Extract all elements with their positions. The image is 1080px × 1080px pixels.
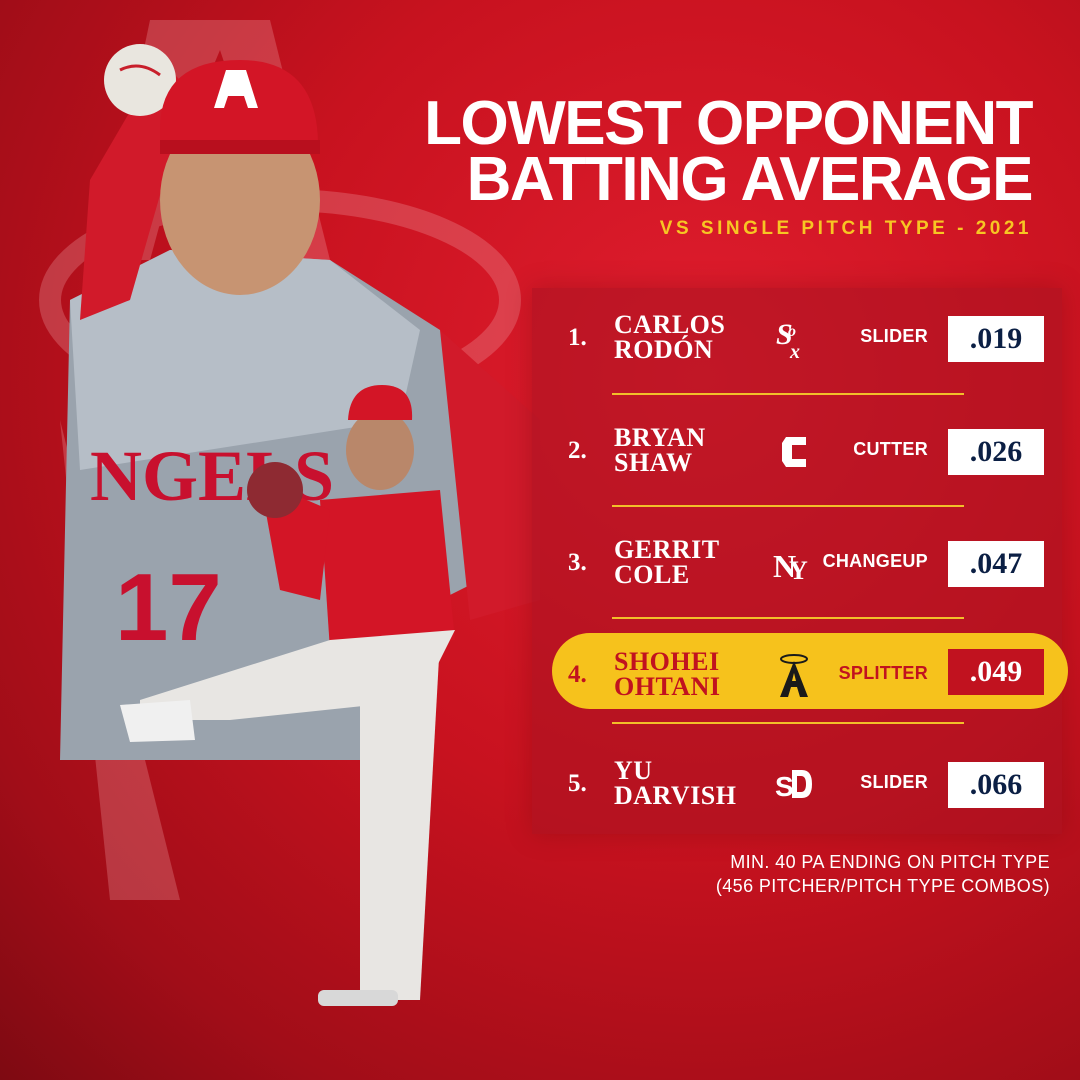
pitch-type: SLIDER [860,772,928,792]
jersey-number: 17 [115,554,222,661]
leaderboard-row-highlighted: 4. SHOHEI OHTANI SPLITTER .049 [532,633,1068,713]
svg-text:Y: Y [789,556,808,585]
rank-number: 5. [568,770,587,797]
svg-text:o: o [788,323,796,340]
player-first-name: CARLOS [614,310,726,339]
leaderboard-row: 2. BRYAN SHAW CUTTER .026 [532,409,1062,489]
headline-subtitle: VS SINGLE PITCH TYPE - 2021 [659,218,1032,239]
rank-number: 3. [568,549,587,576]
svg-text:S: S [776,318,793,351]
rank-number: 4. [568,661,587,688]
footnote-line-2: (456 PITCHER/PITCH TYPE COMBOS) [715,876,1050,896]
player-first-name: SHOHEI [614,647,720,676]
player-last-name: COLE [614,560,690,589]
batting-average-value: .049 [948,649,1044,695]
pitch-type: SLIDER [860,326,928,346]
player-first-name: GERRIT [614,535,720,564]
batting-average-value: .019 [948,316,1044,362]
padres-logo-icon: S [772,760,816,808]
batting-average-value: .066 [948,762,1044,808]
row-divider [612,393,964,395]
headline-line-2: BATTING AVERAGE [466,145,1034,214]
headline-line-1: LOWEST OPPONENT [424,89,1033,158]
player-name: SHOHEI OHTANI [614,647,721,701]
player-name: CARLOS RODÓN [614,310,726,364]
player-first-name: YU [614,756,653,785]
batting-average-value: .026 [948,429,1044,475]
small-pitcher-figure [120,385,455,1006]
player-last-name: SHAW [614,448,693,477]
svg-text:N: N [773,548,796,584]
pitch-type: CHANGEUP [822,551,928,571]
row-divider [612,505,964,507]
pitch-type: CUTTER [853,439,928,459]
player-artwork: NGELS 17 [60,44,540,1006]
rank-number: 2. [568,437,587,464]
pitch-type: SPLITTER [838,663,928,683]
footnote-line-1: MIN. 40 PA ENDING ON PITCH TYPE [730,852,1050,872]
cleveland-c-logo-icon [772,427,816,475]
player-name: YU DARVISH [614,756,737,810]
leaderboard-row: 5. YU DARVISH S SLIDER .066 [532,742,1062,822]
player-last-name: RODÓN [614,335,714,364]
headline-block: LOWEST OPPONENT BATTING AVERAGE VS SINGL… [424,89,1034,240]
svg-text:S: S [775,771,794,802]
player-last-name: OHTANI [614,672,721,701]
player-last-name: DARVISH [614,781,737,810]
player-name: GERRIT COLE [614,535,720,589]
svg-text:x: x [789,341,800,362]
rank-number: 1. [568,324,587,351]
angels-logo-icon [772,651,816,699]
row-divider [612,617,964,619]
player-first-name: BRYAN [614,423,706,452]
batting-average-value: .047 [948,541,1044,587]
player-name: BRYAN SHAW [614,423,706,477]
row-divider [612,722,964,724]
footnote: MIN. 40 PA ENDING ON PITCH TYPE (456 PIT… [716,850,1050,898]
